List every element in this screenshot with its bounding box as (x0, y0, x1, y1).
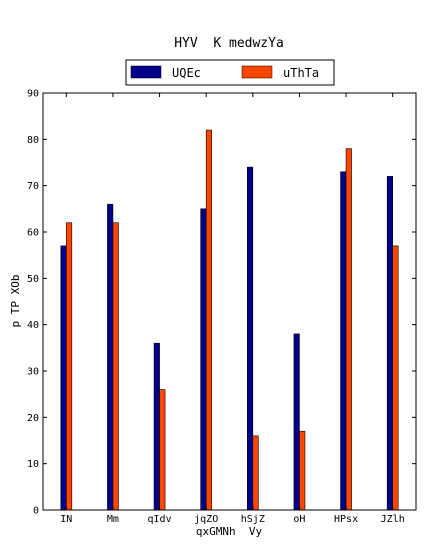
x-tick-label-qIdv: qIdv (148, 514, 172, 525)
y-tick-label-80: 80 (27, 135, 39, 146)
bar-series-1-jqZO (200, 208, 207, 511)
x-tick-label-HPsx: HPsx (334, 514, 358, 525)
y-tick-label-60: 60 (27, 228, 39, 239)
bar-series-2-Mm (112, 222, 119, 511)
bar-series-2-IN (66, 222, 73, 511)
bar-series-2-HPsx (345, 148, 352, 511)
bar-series-2-hSjZ (252, 435, 259, 511)
bar-series-1-hSjZ (247, 166, 254, 511)
x-axis-ticks: IN Mm qIdv jqZO hSjZ oH HPsx JZlh (60, 93, 405, 525)
chart-title: HYV K medwzYa (174, 36, 284, 51)
x-tick-label-Mm: Mm (107, 514, 119, 525)
y-tick-label-70: 70 (27, 181, 39, 192)
x-tick-label-JZlh: JZlh (381, 514, 405, 525)
bar-series-1-oH (293, 333, 300, 511)
legend-swatch-series-2 (241, 65, 273, 79)
plot-frame (42, 92, 417, 511)
x-tick-label-hSjZ: hSjZ (241, 514, 265, 525)
y-tick-label-40: 40 (27, 320, 39, 331)
y-tick-label-20: 20 (27, 413, 39, 424)
bar-series-1-qIdv (153, 342, 160, 511)
bar-series-1-Mm (107, 203, 114, 511)
x-axis-title: qxGMNh Vy (196, 525, 263, 538)
y-tick-label-30: 30 (27, 367, 39, 378)
bar-series-2-qIdv (159, 389, 166, 511)
x-tick-label-oH: oH (293, 514, 305, 525)
legend-label-series-1: UQEc (172, 66, 201, 80)
bar-series-1-JZlh (386, 176, 393, 511)
bar-series-1-HPsx (340, 171, 347, 511)
y-tick-label-10: 10 (27, 459, 39, 470)
legend-label-series-2: uThTa (283, 66, 319, 80)
y-tick-label-0: 0 (33, 506, 39, 517)
bar-series-2-oH (299, 430, 306, 511)
legend: UQEc uThTa (125, 59, 335, 86)
y-tick-label-90: 90 (27, 89, 39, 100)
bar-series-2-jqZO (205, 129, 212, 511)
legend-swatch-series-1 (130, 65, 162, 79)
bar-series-1-IN (60, 245, 67, 511)
y-axis-title: p TP XOb (9, 275, 22, 328)
y-tick-label-50: 50 (27, 274, 39, 285)
bar-series-2-JZlh (392, 245, 399, 511)
x-tick-label-IN: IN (60, 514, 72, 525)
x-tick-label-jqZO: jqZO (194, 514, 218, 525)
y-axis-ticks: 0 10 20 30 40 50 60 70 80 90 (27, 89, 416, 517)
bars-layer (60, 129, 399, 511)
